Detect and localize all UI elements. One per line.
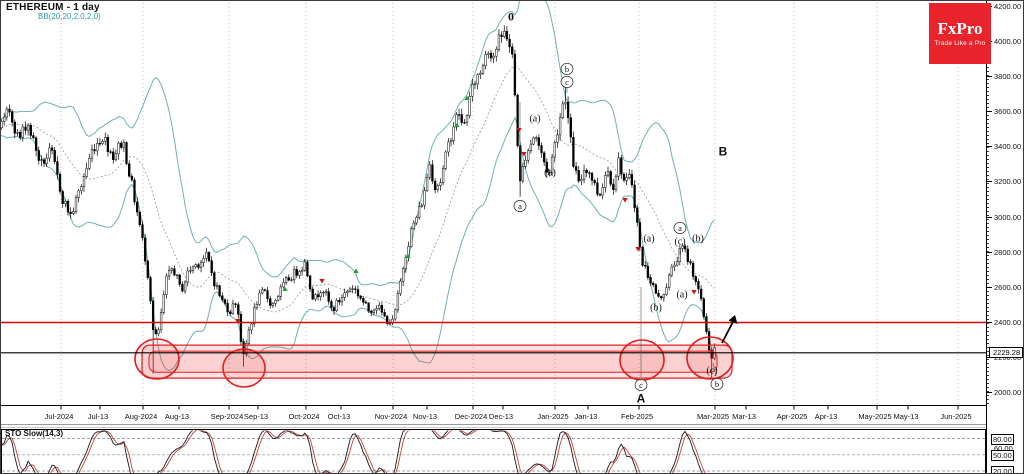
price-chart-canvas[interactable]: 0bc(a)(b)a(a)a(c) (b)(a)(b)BAc(c)bJul-202… <box>1 1 986 474</box>
date-axis-label: Oct-2024 <box>289 412 320 421</box>
date-axis-label: Jun-2025 <box>940 412 971 421</box>
date-axis-label: May-13 <box>893 412 918 421</box>
wave-label: (c) <box>706 366 717 377</box>
fxpro-logo: FxPro Trade Like a Pro <box>929 3 991 64</box>
sto-axis-label: 60.00 <box>994 444 1013 453</box>
date-axis-label: Sep-2024 <box>211 412 244 421</box>
sell-signal-arrow <box>691 290 697 295</box>
date-axis-label: Feb-2025 <box>621 412 653 421</box>
wave-label: (b) <box>692 234 704 245</box>
date-axis-label: Aug-2024 <box>125 412 158 421</box>
bollinger-layer <box>1 1 715 372</box>
buy-signal-arrow <box>405 253 411 258</box>
current-price-tag: 2229.28 <box>989 347 1023 359</box>
buy-signal-arrow <box>454 122 460 127</box>
date-axis-label: Jan-13 <box>575 412 598 421</box>
price-axis-label: 3200.00 <box>987 178 1021 186</box>
wave-label: (c) <box>674 237 685 248</box>
buy-signal-arrow <box>282 286 288 291</box>
candles-layer <box>1 25 716 380</box>
price-axis-label: 2600.00 <box>987 283 1021 292</box>
sell-signal-arrow <box>622 198 628 203</box>
date-axis-label: Dec-13 <box>489 412 513 421</box>
date-axis-label: Sep-13 <box>244 412 268 421</box>
bollinger-indicator-label: BB(20,20,2.0,2.0) <box>38 12 101 21</box>
grid-layer <box>60 3 959 473</box>
price-axis-label: 3400.00 <box>987 143 1021 151</box>
date-axis-label: Mar-13 <box>732 412 756 421</box>
price-axis-label: 3600.00 <box>987 108 1021 116</box>
sell-signal-arrow <box>235 319 241 324</box>
buy-signal-arrow <box>353 268 359 273</box>
sell-signal-arrow <box>521 152 527 157</box>
sell-signal-arrow <box>635 247 641 252</box>
level-lines-layer <box>1 321 986 354</box>
sell-signal-arrow <box>319 279 325 284</box>
price-axis-label: 4000.00 <box>987 38 1021 46</box>
date-axis-label: Apr-2025 <box>777 412 808 421</box>
date-axis-label: Mar-2025 <box>697 412 729 421</box>
price-axis-label: 4200.00 <box>987 2 1021 11</box>
wave-label: (b) <box>544 168 556 179</box>
date-axis-label: Jul-2024 <box>45 412 74 421</box>
price-axis-minor-ticks <box>987 3 989 404</box>
wave-label: (a) <box>676 290 687 301</box>
sell-signal-arrow <box>516 128 522 133</box>
fxpro-logo-text: FxPro <box>937 19 983 38</box>
wave-label: c <box>565 77 569 87</box>
wave-label: (b) <box>650 303 662 314</box>
wave-label: a <box>678 223 682 233</box>
wave-label: b <box>715 379 719 389</box>
wave-label: (a) <box>643 234 654 245</box>
wave-label: a <box>518 201 522 211</box>
date-axis-label: Dec-2024 <box>455 412 488 421</box>
price-axis-label: 3800.00 <box>987 73 1021 81</box>
buy-signal-arrow <box>464 95 470 100</box>
price-axis-label: 2800.00 <box>987 248 1021 257</box>
wave-label: 0 <box>508 10 514 24</box>
stochastic-layer <box>1 429 986 473</box>
date-axis-label: May-2025 <box>858 412 891 421</box>
stochastic-indicator-label: STO Slow(14,3) <box>5 429 64 438</box>
sto-axis-label: 20.00 <box>991 466 1014 473</box>
date-axis-label: Nov-13 <box>413 412 437 421</box>
fxpro-logo-tagline: Trade Like a Pro <box>934 40 986 47</box>
sto-axis-label: 50.00 <box>991 449 1014 461</box>
date-axis-label: Apr-13 <box>815 412 838 421</box>
date-axis-label: Nov-2024 <box>375 412 408 421</box>
chart-title: ETHEREUM - 1 day <box>6 2 100 13</box>
date-axis-label: Jan-2025 <box>537 412 568 421</box>
date-axis-label: Aug-13 <box>165 412 189 421</box>
wave-label: B <box>719 145 728 159</box>
price-axis-label: 3000.00 <box>987 213 1021 222</box>
wave-label: (a) <box>529 114 540 125</box>
date-axis-label: Oct-13 <box>328 412 351 421</box>
wave-label: b <box>565 64 569 74</box>
wave-label: A <box>637 392 646 406</box>
annotations-layer: 0bc(a)(b)a(a)a(c) (b)(a)(b)BAc(c)b <box>235 10 738 406</box>
date-axis-layer: Jul-2024 Jul-13 Aug-2024 Aug-13 Sep-2024 Sep-… <box>1 405 986 428</box>
sto-axis-label: 80.00 <box>991 433 1014 445</box>
date-axis-label: Jul-13 <box>88 412 108 421</box>
wave-label: c <box>639 380 643 390</box>
price-axis-label: 2000.00 <box>987 389 1021 397</box>
price-axis[interactable]: 4200.00 4000.00 3800.00 3600.00 3400.00 3200.… <box>986 1 1023 473</box>
price-axis-label: 2400.00 <box>987 318 1021 327</box>
